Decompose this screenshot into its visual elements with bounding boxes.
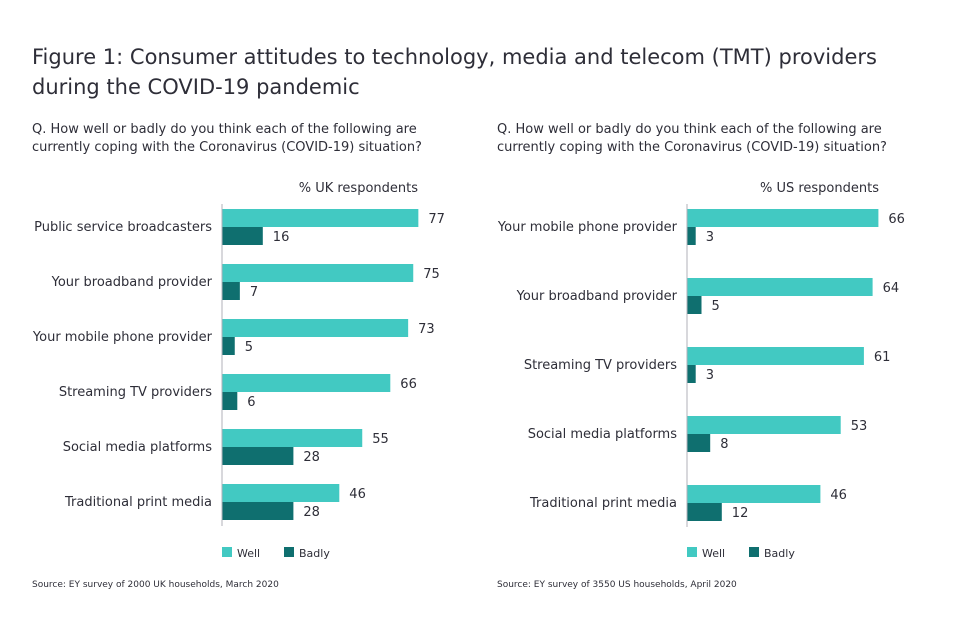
uk-data-label-badly: 7: [250, 285, 258, 300]
us-axis-label: % US respondents: [760, 181, 879, 196]
us-legend-label-well: Well: [702, 547, 725, 560]
us-data-label-badly: 3: [706, 230, 714, 245]
uk-legend-label-well: Well: [237, 547, 260, 560]
us-category-label: Traditional print media: [529, 496, 677, 511]
uk-bar-well: [222, 374, 391, 392]
uk-category-label: Public service broadcasters: [34, 220, 212, 235]
uk-data-label-well: 77: [428, 212, 445, 227]
us-data-label-badly: 8: [720, 437, 728, 452]
uk-category-label: Social media platforms: [63, 440, 213, 455]
uk-bar-badly: [222, 447, 294, 465]
us-data-label-badly: 12: [732, 506, 749, 521]
uk-data-label-badly: 16: [273, 230, 290, 245]
uk-data-label-well: 66: [400, 377, 417, 392]
us-bar-badly: [687, 227, 696, 245]
uk-bar-badly: [222, 282, 240, 300]
us-legend-swatch-well: [687, 547, 697, 557]
us-bar-badly: [687, 365, 696, 383]
uk-source-note: Source: EY survey of 2000 UK households,…: [32, 580, 279, 590]
uk-category-label: Streaming TV providers: [59, 385, 212, 400]
uk-category-label: Your mobile phone provider: [32, 330, 213, 345]
us-data-label-well: 64: [883, 281, 900, 296]
us-bar-badly: [687, 434, 711, 452]
figure-title: Figure 1: Consumer attitudes to technolo…: [32, 45, 877, 99]
us-category-label: Your mobile phone provider: [497, 220, 678, 235]
uk-axis-label: % UK respondents: [299, 181, 419, 196]
us-bar-well: [687, 209, 879, 227]
uk-data-label-badly: 6: [247, 395, 255, 410]
us-bar-well: [687, 485, 821, 503]
uk-data-label-well: 75: [423, 267, 440, 282]
uk-legend-swatch-well: [222, 547, 232, 557]
uk-data-label-badly: 28: [303, 450, 320, 465]
us-legend-swatch-badly: [749, 547, 759, 557]
uk-legend-label-badly: Badly: [299, 547, 330, 560]
us-bar-badly: [687, 296, 702, 314]
us-legend-label-badly: Badly: [764, 547, 795, 560]
us-category-label: Streaming TV providers: [524, 358, 677, 373]
uk-data-label-badly: 5: [245, 340, 253, 355]
uk-bar-well: [222, 209, 419, 227]
uk-bar-badly: [222, 227, 263, 245]
uk-bar-badly: [222, 337, 235, 355]
uk-category-label: Your broadband provider: [51, 275, 213, 290]
uk-data-label-well: 73: [418, 322, 435, 337]
uk-question: Q. How well or badly do you think each o…: [32, 122, 422, 155]
us-data-label-badly: 5: [712, 299, 720, 314]
uk-bar-well: [222, 429, 363, 447]
us-bar-well: [687, 347, 864, 365]
uk-category-label: Traditional print media: [64, 495, 212, 510]
uk-data-label-badly: 28: [303, 505, 320, 520]
us-category-label: Your broadband provider: [516, 289, 678, 304]
us-data-label-well: 66: [888, 212, 905, 227]
us-category-label: Social media platforms: [528, 427, 678, 442]
us-bar-badly: [687, 503, 722, 521]
uk-data-label-well: 46: [349, 487, 366, 502]
uk-bar-badly: [222, 502, 294, 520]
us-bar-well: [687, 416, 841, 434]
uk-data-label-well: 55: [372, 432, 389, 447]
uk-bar-badly: [222, 392, 238, 410]
us-source-note: Source: EY survey of 3550 US households,…: [497, 580, 737, 590]
uk-bar-well: [222, 484, 340, 502]
uk-bar-well: [222, 319, 409, 337]
us-data-label-well: 53: [851, 419, 868, 434]
us-data-label-badly: 3: [706, 368, 714, 383]
us-bar-well: [687, 278, 873, 296]
uk-bar-well: [222, 264, 414, 282]
us-question: Q. How well or badly do you think each o…: [497, 122, 887, 155]
uk-legend-swatch-badly: [284, 547, 294, 557]
us-data-label-well: 61: [874, 350, 891, 365]
us-data-label-well: 46: [830, 488, 847, 503]
